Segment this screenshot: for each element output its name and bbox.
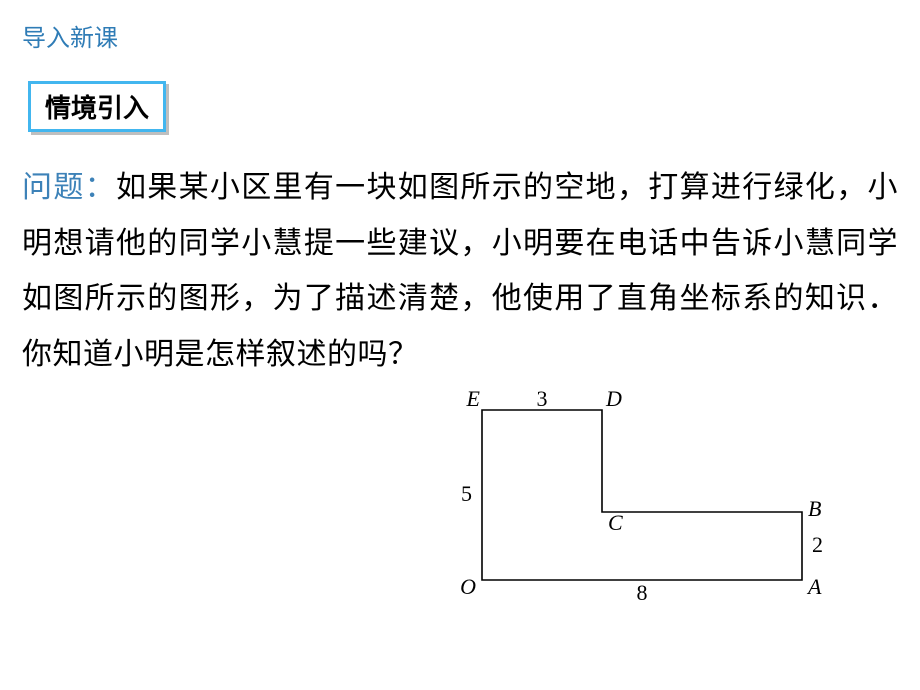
vertex-label-E: E	[466, 386, 481, 411]
dim-ED: 3	[537, 386, 548, 411]
vertex-label-B: B	[808, 496, 821, 521]
l-shape-diagram: E D C B A O 3 5 8 2	[442, 385, 830, 601]
dim-EO: 5	[461, 481, 472, 506]
vertex-label-A: A	[806, 574, 822, 599]
question-label: 问题：	[22, 171, 116, 204]
question-text: 如果某小区里有一块如图所示的空地，打算进行绿化，小明想请他的同学小慧提一些建议，…	[22, 171, 898, 371]
context-badge: 情境引入	[28, 81, 166, 132]
slide-page: 导入新课 情境引入 问题：如果某小区里有一块如图所示的空地，打算进行绿化，小明想…	[0, 0, 920, 690]
vertex-label-C: C	[608, 510, 623, 535]
l-shape-outline	[482, 410, 802, 580]
vertex-label-D: D	[605, 386, 622, 411]
vertex-label-O: O	[460, 574, 476, 599]
section-header: 导入新课	[22, 18, 898, 53]
diagram-svg: E D C B A O 3 5 8 2	[442, 385, 830, 601]
dim-AB: 2	[812, 532, 823, 557]
question-block: 问题：如果某小区里有一块如图所示的空地，打算进行绿化，小明想请他的同学小慧提一些…	[22, 160, 898, 382]
dim-OA: 8	[637, 580, 648, 601]
